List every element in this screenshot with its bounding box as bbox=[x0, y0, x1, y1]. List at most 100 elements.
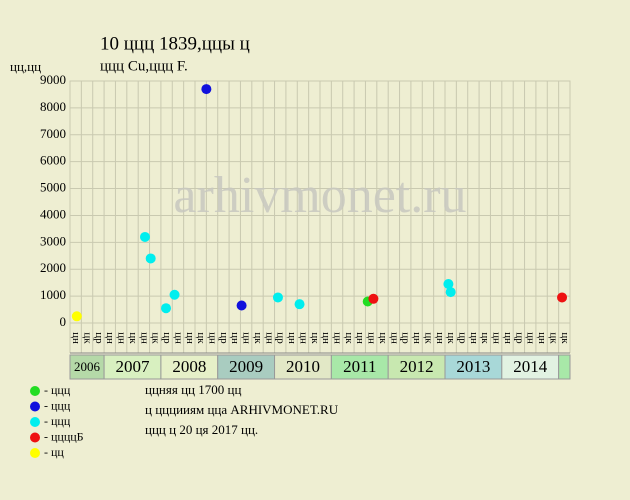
year-band bbox=[103, 354, 162, 380]
note: ц цццииям цца ARHIVMONET.RU bbox=[145, 402, 339, 417]
year-band bbox=[160, 354, 219, 380]
column-label: цн bbox=[104, 332, 116, 344]
watermark: arhivmonet.ru bbox=[173, 167, 466, 224]
column-label: цр bbox=[218, 332, 230, 344]
year-label: 2008 bbox=[172, 357, 206, 376]
point bbox=[368, 293, 379, 304]
legend-marker bbox=[30, 401, 40, 412]
y-tick-label: 9000 bbox=[40, 72, 66, 87]
point bbox=[443, 279, 454, 290]
column-label: цн bbox=[366, 332, 378, 344]
column-label: цн bbox=[491, 332, 503, 344]
y-tick-label: 4000 bbox=[40, 206, 66, 221]
column-label: цк bbox=[377, 332, 389, 344]
note: ццняя цц 1700 цц bbox=[145, 382, 241, 397]
y-tick-label: 8000 bbox=[40, 99, 66, 114]
point bbox=[140, 231, 150, 242]
point bbox=[236, 300, 247, 311]
year-label: 2012 bbox=[400, 357, 434, 376]
year-label: 2013 bbox=[456, 357, 490, 376]
column-label: цн bbox=[138, 332, 150, 344]
y-tick-label: 6000 bbox=[40, 153, 66, 168]
y-tick-label: 0 bbox=[60, 314, 67, 329]
year-band bbox=[217, 354, 276, 380]
column-label: цк bbox=[343, 332, 355, 344]
y-tick-label: 3000 bbox=[40, 233, 66, 248]
column-label: цн bbox=[286, 332, 298, 344]
legend-marker bbox=[30, 417, 40, 427]
year-label: 2011 bbox=[343, 357, 376, 376]
column-label: цк bbox=[150, 332, 162, 344]
year-label: 2009 bbox=[229, 357, 263, 376]
column-label: цн bbox=[297, 332, 309, 344]
point bbox=[557, 292, 568, 303]
y-tick-label: 1000 bbox=[40, 287, 66, 302]
column-label: цн bbox=[320, 332, 332, 344]
column-label: цк bbox=[479, 332, 491, 344]
column-label: цр bbox=[93, 332, 105, 344]
note: ццц ц 20 ця 2017 цц. bbox=[145, 422, 258, 437]
column-label: цн bbox=[241, 332, 253, 344]
column-label: цн bbox=[172, 332, 184, 344]
point bbox=[169, 289, 180, 300]
year-band bbox=[558, 354, 571, 380]
year-band bbox=[330, 354, 389, 380]
year-band bbox=[444, 354, 503, 380]
column-label: цн bbox=[434, 332, 446, 344]
point bbox=[145, 253, 156, 264]
column-label: цн bbox=[332, 332, 344, 344]
legend-marker bbox=[30, 386, 40, 396]
year-label: 2007 bbox=[116, 357, 151, 376]
year-band bbox=[69, 354, 105, 380]
point bbox=[161, 303, 172, 314]
column-label: цр bbox=[457, 332, 469, 344]
column-label: цн bbox=[354, 332, 366, 344]
legend-label: - ццццБ bbox=[44, 429, 84, 443]
column-label: цр bbox=[161, 332, 173, 344]
point bbox=[272, 292, 283, 303]
column-label: цн bbox=[411, 332, 423, 344]
legend-label: - ццц bbox=[44, 383, 71, 397]
legend-marker bbox=[30, 448, 40, 458]
column-label: цн bbox=[468, 332, 480, 344]
column-label: цк bbox=[422, 332, 434, 344]
column-label: цк bbox=[252, 332, 264, 344]
legend-label: - цц bbox=[44, 445, 64, 459]
column-label: цк bbox=[82, 332, 94, 344]
column-label: цр bbox=[275, 332, 287, 344]
year-label: 2006 bbox=[74, 359, 101, 374]
year-label: 2010 bbox=[286, 357, 320, 376]
column-label: цн bbox=[388, 332, 400, 344]
chart-title: 10 ццц 1839,ццы ц bbox=[100, 33, 250, 54]
point bbox=[71, 311, 82, 322]
column-label: цн bbox=[263, 332, 275, 344]
column-label: цр bbox=[400, 332, 412, 344]
year-label: 2014 bbox=[513, 357, 548, 376]
point bbox=[445, 287, 456, 298]
legend-label: - ццц bbox=[44, 414, 71, 428]
column-label: цк bbox=[445, 332, 457, 344]
point bbox=[201, 84, 212, 95]
column-label: цк bbox=[309, 332, 321, 344]
legend-marker bbox=[30, 432, 40, 443]
column-label: цк bbox=[127, 332, 139, 344]
y-tick-label: 2000 bbox=[40, 260, 66, 275]
y-axis-label: цц,цц bbox=[10, 59, 41, 74]
legend-label: - ццц bbox=[44, 398, 71, 412]
column-label: цк bbox=[547, 332, 559, 344]
year-band bbox=[274, 354, 332, 380]
column-label: цн bbox=[184, 332, 196, 344]
y-tick-label: 5000 bbox=[40, 180, 66, 195]
column-label: цн bbox=[207, 332, 219, 344]
column-label: цк bbox=[559, 332, 571, 344]
column-label: цн bbox=[116, 332, 128, 344]
column-label: цк bbox=[195, 332, 207, 344]
year-band bbox=[387, 354, 446, 380]
column-label: цр bbox=[513, 332, 525, 344]
chart-subtitle: ццц Cu,ццц F. bbox=[100, 58, 188, 74]
column-label: цн bbox=[502, 332, 514, 344]
y-tick-label: 7000 bbox=[40, 126, 66, 141]
column-label: цн bbox=[525, 332, 537, 344]
point bbox=[294, 299, 305, 310]
